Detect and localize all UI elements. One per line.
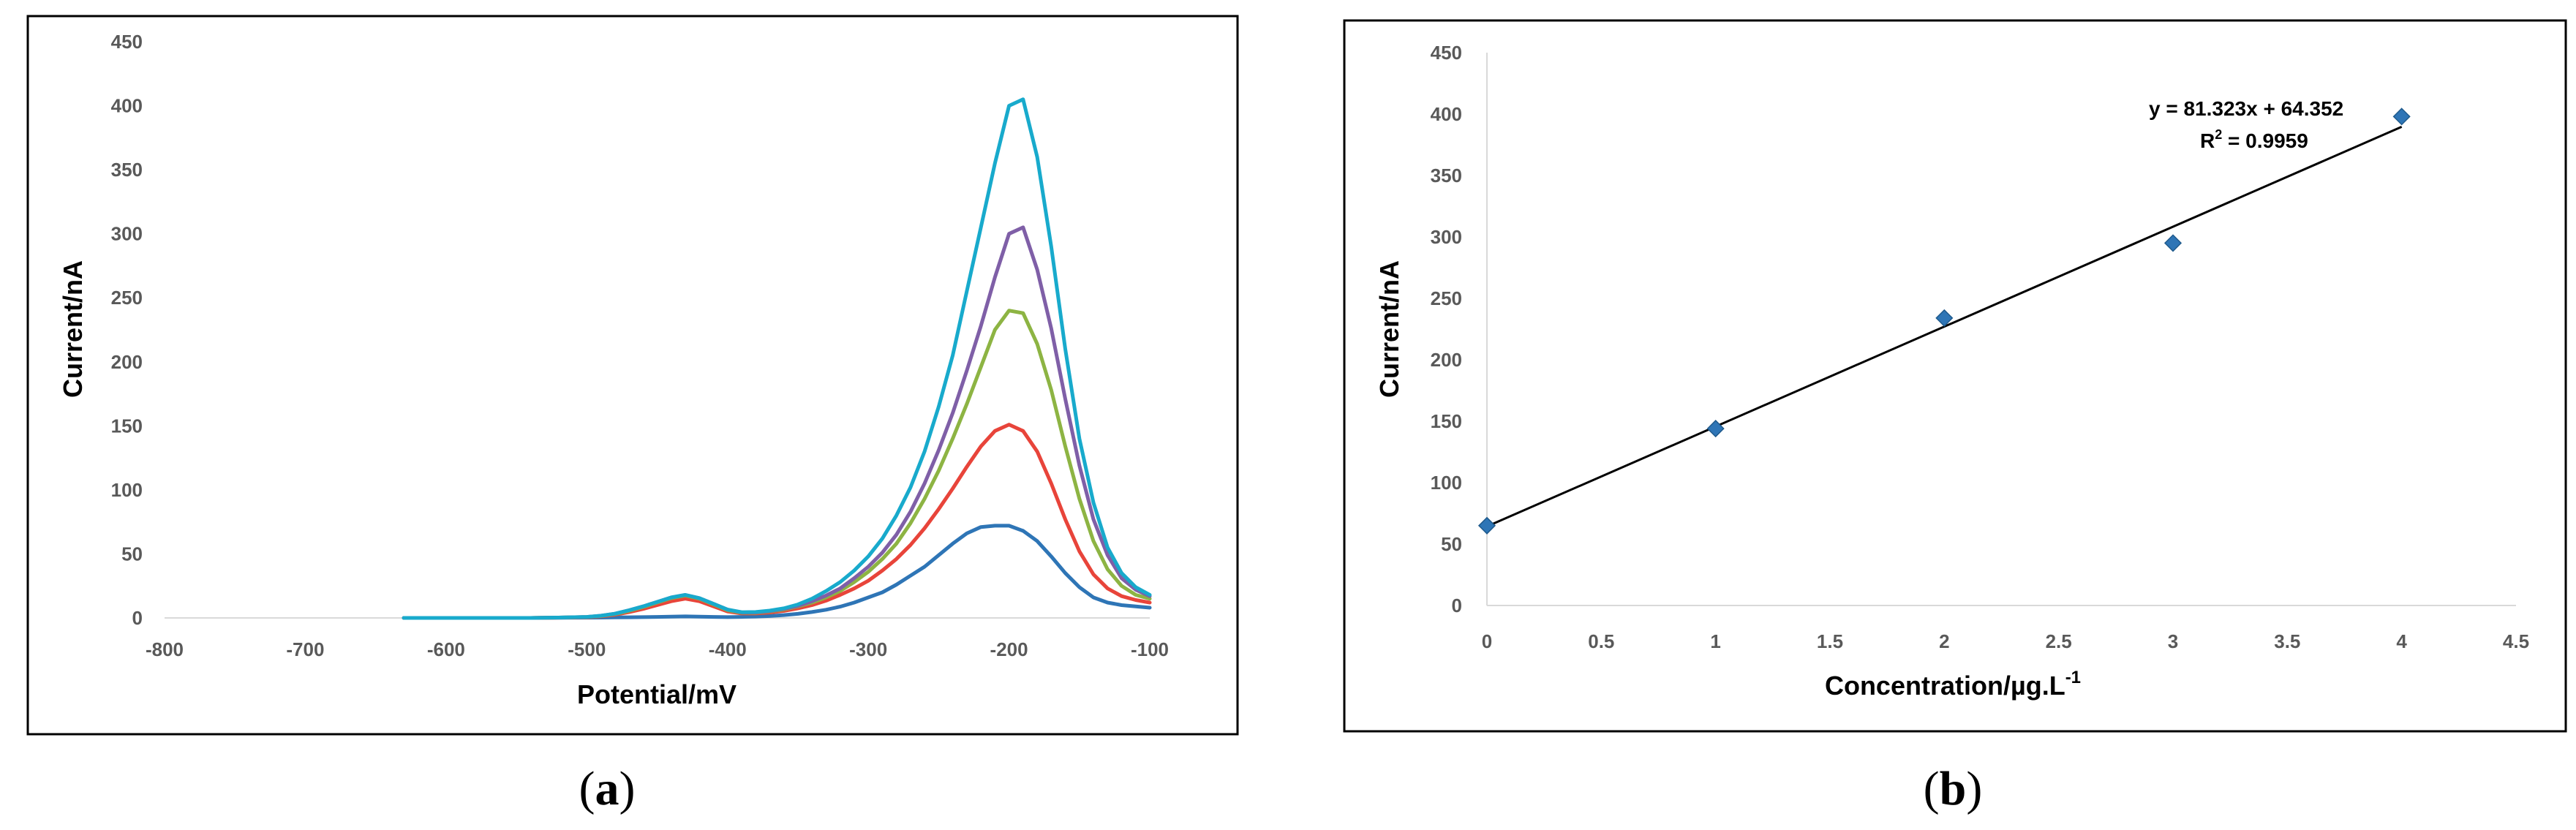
panel-a-x-tick-label: -600 (427, 638, 465, 660)
panel-b-y-tick-label: 400 (1431, 103, 1462, 125)
panel-a-x-tick-label: -400 (709, 638, 747, 660)
panel-b-y-tick-label: 50 (1441, 533, 1462, 555)
panel-a-x-tick-label: -500 (568, 638, 606, 660)
panel-a-x-tick-label: -200 (990, 638, 1028, 660)
panel-b-data-point (2392, 107, 2411, 126)
panel-b-y-tick-label: 350 (1431, 165, 1462, 186)
panel-b-x-tick-label: 0 (1482, 630, 1492, 652)
panel-a-series-line-5 (402, 97, 1152, 620)
panel-b-x-tick-label: 2 (1939, 630, 1949, 652)
panel-b-x-tick-label: 4 (2396, 630, 2407, 652)
panel-b: 0 50 100 150 200 250 300 350 400 450 0 0.5 1 1.5 2 2.5… (1343, 19, 2567, 815)
panel-b-x-tick-label: 4.5 (2503, 630, 2529, 652)
panel-a-x-tick-label: -100 (1131, 638, 1169, 660)
panel-b-data-point (1935, 309, 1954, 327)
panel-b-y-tick-labels: 0 50 100 150 200 250 300 350 400 450 (1431, 42, 1462, 616)
panel-b-frame (1343, 19, 2567, 733)
panel-a-y-tick-label: 100 (111, 479, 143, 501)
panel-b-y-tick-label: 200 (1431, 349, 1462, 371)
panel-a-y-tick-label: 0 (132, 607, 143, 629)
panel-a-x-tick-labels: -800 -700 -600 -500 -400 -300 -200 -100 (146, 638, 1169, 660)
panel-b-x-tick-label: 3 (2168, 630, 2178, 652)
panel-b-x-tick-label: 2.5 (2046, 630, 2072, 652)
panel-b-x-axis-title: Concentration/µg.L-1 (1825, 668, 2081, 701)
panel-b-equation: y = 81.323x + 64.352 (2149, 97, 2343, 120)
panel-b-x-tick-label: 0.5 (1588, 630, 1614, 652)
panel-a-y-tick-label: 50 (121, 543, 143, 565)
panel-b-y-axis-title: Current/nA (1374, 260, 1404, 398)
panel-a-y-tick-label: 450 (111, 31, 143, 53)
panel-b-y-tick-label: 300 (1431, 226, 1462, 248)
panel-b-data-point (1477, 516, 1496, 535)
panel-a: 0 50 100 150 200 250 300 350 400 450 -800 -700 -600… (26, 15, 1239, 815)
panel-a-y-tick-label: 300 (111, 223, 143, 245)
panel-a-y-tick-label: 400 (111, 95, 143, 117)
panel-a-x-tick-label: -800 (146, 638, 184, 660)
panel-a-frame (26, 15, 1239, 736)
panel-b-y-tick-label: 100 (1431, 472, 1462, 494)
panel-a-y-tick-labels: 0 50 100 150 200 250 300 350 400 450 (111, 31, 143, 629)
panel-b-y-tick-label: 450 (1431, 42, 1462, 64)
panel-b-y-tick-label: 250 (1431, 287, 1462, 309)
panel-b-label: (b) (1924, 762, 1983, 815)
panel-a-x-tick-label: -300 (849, 638, 887, 660)
panel-a-y-tick-label: 350 (111, 159, 143, 181)
panel-b-x-tick-label: 1.5 (1817, 630, 1843, 652)
panel-a-y-tick-label: 200 (111, 351, 143, 373)
panel-b-x-tick-labels: 0 0.5 1 1.5 2 2.5 3 3.5 4 4.5 (1482, 630, 2529, 652)
panel-a-y-tick-label: 150 (111, 415, 143, 437)
panel-a-series-line-1 (402, 524, 1152, 620)
panel-b-y-tick-label: 150 (1431, 410, 1462, 432)
panel-b-r-squared: R2 = 0.9959 (2200, 127, 2308, 152)
panel-a-x-axis-title: Potential/mV (577, 679, 737, 709)
panel-a-label: (a) (579, 762, 636, 815)
panel-b-x-tick-label: 3.5 (2274, 630, 2300, 652)
panel-a-y-axis-title: Current/nA (58, 260, 88, 398)
panel-a-y-tick-label: 250 (111, 287, 143, 309)
panel-b-y-tick-label: 0 (1452, 595, 1462, 616)
panel-a-series-lines (402, 97, 1152, 620)
panel-b-data-point (2163, 234, 2183, 252)
panel-a-x-tick-label: -700 (286, 638, 324, 660)
panel-b-data-points (1477, 107, 2411, 535)
panel-b-data-point (1706, 420, 1725, 438)
panel-b-x-tick-label: 1 (1710, 630, 1720, 652)
